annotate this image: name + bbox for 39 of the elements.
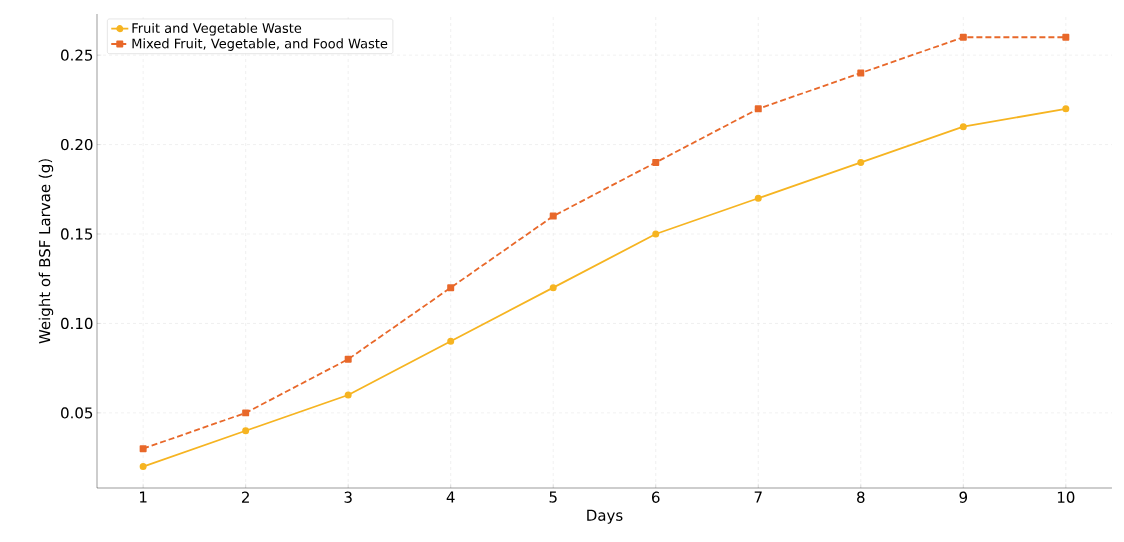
point bbox=[139, 445, 147, 453]
y-tick-label: 0.10 bbox=[61, 317, 93, 330]
point bbox=[959, 33, 967, 41]
x-tick-label: 1 bbox=[140, 491, 147, 503]
point bbox=[447, 337, 455, 345]
point bbox=[344, 355, 352, 363]
point bbox=[242, 427, 250, 435]
x-tick-label: 5 bbox=[549, 491, 557, 503]
point bbox=[447, 284, 455, 292]
point bbox=[549, 212, 557, 220]
point bbox=[857, 69, 865, 77]
y-axis-title: Weight of BSF Larvae (g) bbox=[38, 159, 54, 344]
point bbox=[959, 123, 967, 131]
x-tick-label: 3 bbox=[344, 491, 352, 503]
point bbox=[1062, 33, 1070, 41]
x-tick-label: 4 bbox=[446, 491, 455, 503]
x-tick-label: 8 bbox=[857, 491, 865, 503]
x-tick-label: 7 bbox=[754, 491, 762, 503]
x-tick-label: 6 bbox=[652, 491, 660, 503]
point bbox=[754, 105, 762, 113]
point bbox=[652, 158, 660, 166]
point bbox=[754, 194, 762, 202]
point bbox=[242, 409, 250, 417]
x-tick-label: 2 bbox=[241, 491, 249, 503]
point bbox=[1062, 105, 1070, 113]
point bbox=[652, 230, 660, 238]
y-tick-label: 0.25 bbox=[61, 49, 93, 61]
point bbox=[139, 463, 147, 471]
legend-label: Mixed Fruit, Vegetable, and Food Waste bbox=[132, 38, 388, 51]
point bbox=[549, 284, 557, 292]
point bbox=[857, 158, 865, 166]
point bbox=[344, 391, 352, 399]
x-axis-title: Days bbox=[587, 509, 623, 524]
y-tick-label: 0.20 bbox=[61, 138, 93, 151]
y-tick-label: 0.15 bbox=[61, 228, 93, 240]
legend-label: Fruit and Vegetable Waste bbox=[132, 22, 302, 36]
x-tick-label: 10 bbox=[1057, 491, 1075, 503]
y-tick-label: 0.05 bbox=[61, 407, 93, 419]
x-tick-label: 9 bbox=[959, 491, 968, 503]
